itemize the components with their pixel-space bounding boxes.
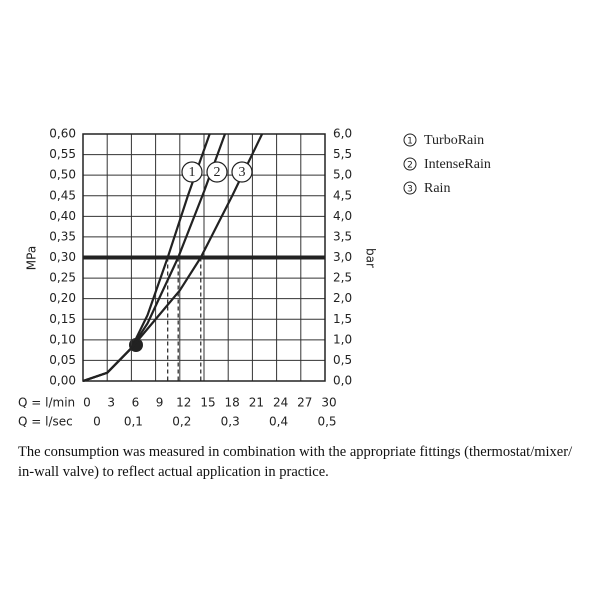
x2-tick-label: 0,4 — [269, 415, 288, 429]
y2-tick-label: 5,5 — [333, 147, 352, 161]
y-tick-label: 0,10 — [49, 332, 76, 346]
y2-tick-label: 2,5 — [333, 271, 352, 285]
x2-axis-label: Q = l/sec — [18, 415, 73, 429]
x-tick-label: 27 — [297, 396, 312, 410]
y2-tick-label: 3,0 — [333, 250, 352, 264]
legend-number: 2 — [407, 161, 413, 171]
legend-number: 3 — [407, 185, 413, 195]
x-tick-label: 18 — [225, 396, 240, 410]
legend-symbol — [403, 157, 417, 171]
x-tick-label: 24 — [273, 396, 288, 410]
curve-label: 2 — [214, 165, 221, 180]
x-tick-label: 6 — [132, 396, 140, 410]
y-tick-label: 0,00 — [49, 374, 76, 388]
legend-symbol — [403, 133, 417, 147]
curve-label: 3 — [239, 165, 246, 180]
footnote-line: in-wall valve) to reflect actual applica… — [18, 464, 329, 480]
curve-label-circle — [206, 161, 228, 183]
legend-label: TurboRain — [424, 133, 484, 148]
y-axis-label: MPa — [25, 246, 39, 270]
y2-tick-label: 1,0 — [333, 332, 352, 346]
x-tick-label: 15 — [200, 396, 215, 410]
y-tick-label: 0,25 — [49, 271, 76, 285]
x-tick-label: 12 — [176, 396, 191, 410]
x2-tick-label: 0,3 — [221, 415, 240, 429]
x2-tick-label: 0,1 — [124, 415, 143, 429]
x-tick-label: 0 — [83, 396, 91, 410]
legend-label: IntenseRain — [424, 157, 491, 172]
legend-label: Rain — [424, 181, 450, 196]
y2-tick-label: 5,0 — [333, 168, 352, 182]
curve-label: 1 — [189, 165, 196, 180]
legend-number: 1 — [407, 137, 413, 147]
y2-tick-label: 1,5 — [333, 312, 352, 326]
y-tick-label: 0,45 — [49, 188, 76, 202]
y2-tick-label: 4,5 — [333, 188, 352, 202]
y-tick-label: 0,40 — [49, 209, 76, 223]
x-tick-label: 30 — [321, 396, 336, 410]
x2-tick-label: 0 — [93, 415, 101, 429]
y-tick-label: 0,30 — [49, 250, 76, 264]
marker-dot — [129, 338, 143, 352]
y2-tick-label: 0,5 — [333, 353, 352, 367]
footnote: The consumption was measured in combinat… — [18, 442, 588, 482]
y-tick-label: 0,35 — [49, 229, 76, 243]
series-line — [82, 133, 264, 383]
x2-tick-label: 0,2 — [172, 415, 191, 429]
y-tick-label: 0,50 — [49, 168, 76, 182]
curve-label-circle — [181, 161, 203, 183]
y-tick-label: 0,60 — [49, 127, 76, 141]
footnote-line: The consumption was measured in combinat… — [18, 444, 573, 460]
x-tick-label: 21 — [249, 396, 264, 410]
y2-tick-label: 4,0 — [333, 209, 352, 223]
legend-symbol — [403, 181, 417, 195]
x2-tick-label: 0,5 — [317, 415, 336, 429]
y-tick-label: 0,15 — [49, 312, 76, 326]
x-axis-label: Q = l/min — [18, 396, 75, 410]
y-tick-label: 0,05 — [49, 353, 76, 367]
curve-label-circle — [231, 161, 253, 183]
y2-axis-label: bar — [364, 248, 378, 268]
y2-tick-label: 6,0 — [333, 127, 352, 141]
y2-tick-label: 2,0 — [333, 291, 352, 305]
y-tick-label: 0,55 — [49, 147, 76, 161]
y2-tick-label: 0,0 — [333, 374, 352, 388]
y2-tick-label: 3,5 — [333, 229, 352, 243]
y-tick-label: 0,20 — [49, 291, 76, 305]
x-tick-label: 3 — [107, 396, 115, 410]
x-tick-label: 9 — [156, 396, 164, 410]
chart: MPa bar Q = l/min Q = l/sec 0 3 6 9 12 15 18 21… — [18, 127, 491, 429]
